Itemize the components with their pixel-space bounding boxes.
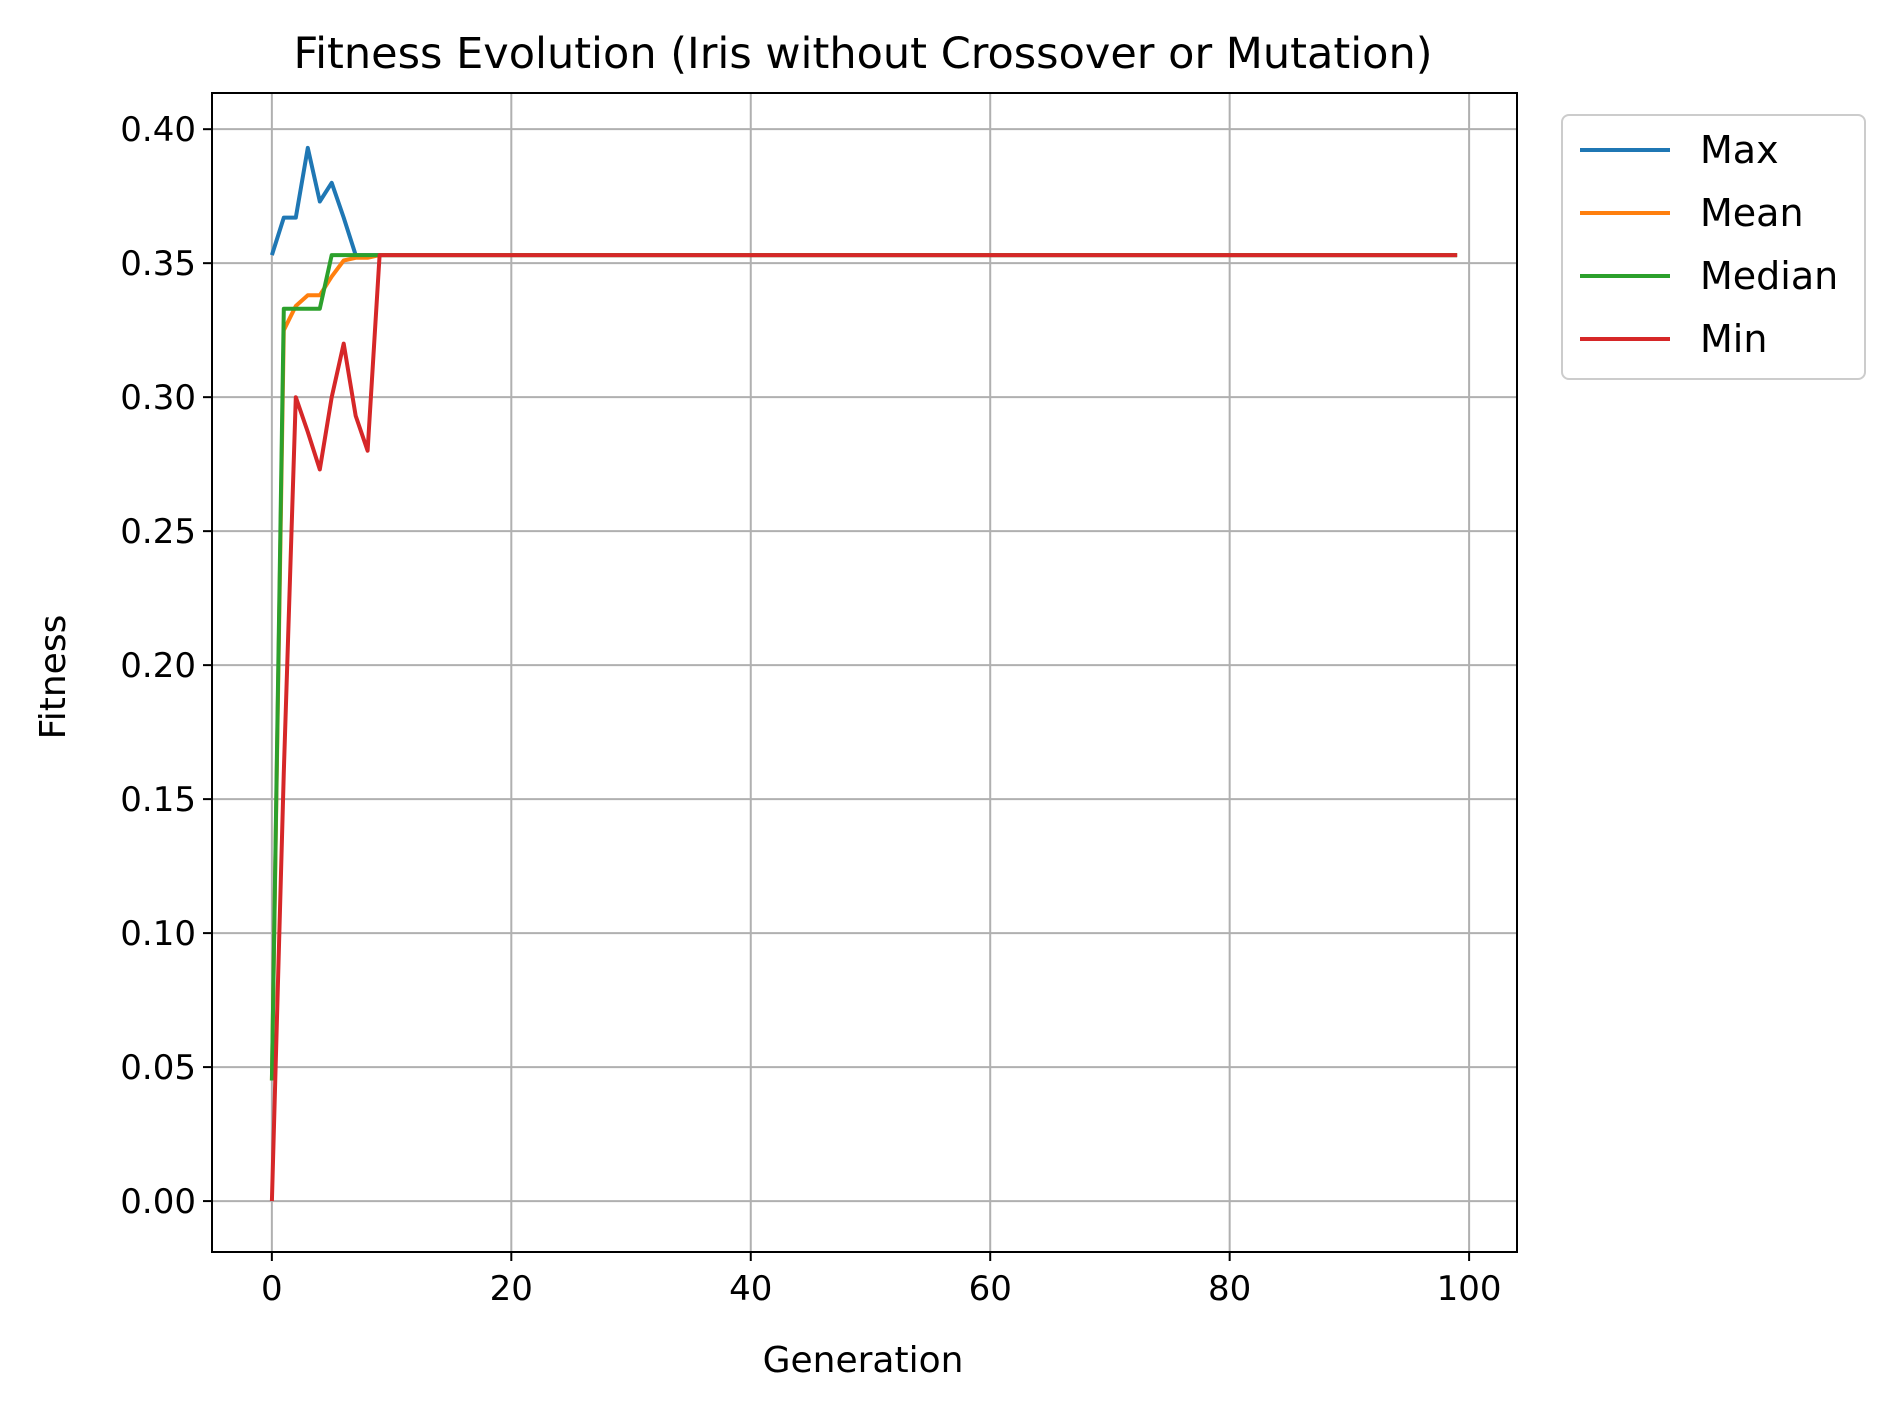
x-tick-label: 100 — [1437, 1269, 1502, 1309]
y-tick-label: 0.15 — [120, 780, 196, 820]
y-tick-label: 0.25 — [120, 512, 196, 552]
plot-frame — [211, 92, 1518, 1253]
x-tick-label: 80 — [1208, 1269, 1251, 1309]
y-tick-label: 0.00 — [120, 1182, 196, 1222]
series-lines — [269, 145, 1458, 1202]
series-line-median — [269, 253, 1458, 1081]
series-line-min — [269, 253, 1458, 1202]
grid — [212, 93, 1517, 1252]
y-tick-label: 0.35 — [120, 244, 196, 284]
x-axis-label: Generation — [763, 1340, 964, 1381]
x-tick-label: 60 — [969, 1269, 1012, 1309]
x-tick-label: 0 — [261, 1269, 283, 1309]
legend-label-min: Min — [1700, 317, 1767, 361]
legend: Max Mean Median Min — [1561, 114, 1866, 380]
legend-label-max: Max — [1700, 128, 1779, 172]
y-axis-label: Fitness — [33, 615, 74, 740]
legend-label-mean: Mean — [1700, 191, 1804, 235]
chart-title: Fitness Evolution (Iris without Crossove… — [293, 29, 1432, 79]
y-tick-label: 0.10 — [120, 914, 196, 954]
y-tick-label: 0.30 — [120, 378, 196, 418]
y-tick-label: 0.05 — [120, 1048, 196, 1088]
legend-label-median: Median — [1700, 254, 1838, 298]
axis-ticks: 0 20 40 60 80 100 0.00 0.05 0.10 0.15 0.20 0.25 0.30… — [120, 110, 1501, 1309]
y-tick-label: 0.20 — [120, 646, 196, 686]
y-tick-label: 0.40 — [120, 110, 196, 150]
x-tick-label: 40 — [729, 1269, 772, 1309]
x-tick-label: 20 — [490, 1269, 533, 1309]
series-line-max — [269, 145, 1458, 258]
legend-box — [1561, 114, 1866, 380]
